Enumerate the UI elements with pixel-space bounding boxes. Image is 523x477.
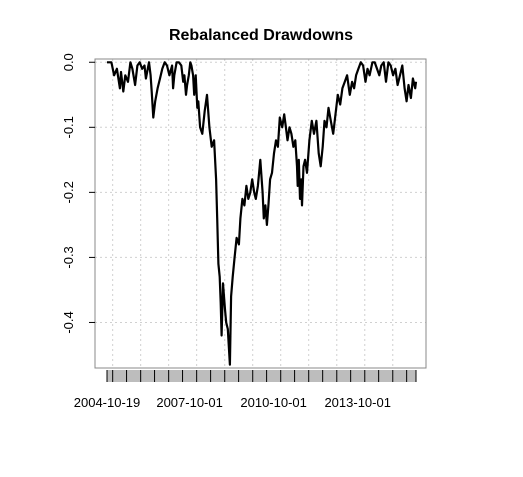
x-tick-label: 2007-10-01 bbox=[156, 395, 223, 410]
x-axis-band bbox=[107, 370, 416, 382]
axes: 0.0 -0.1 -0.2 -0.3 -0.4 2004-10-19 2007-10-01 2… bbox=[61, 53, 417, 410]
x-tick-label: 2013-10-01 bbox=[324, 395, 391, 410]
y-tick-label: -0.3 bbox=[61, 246, 76, 268]
chart-title: Rebalanced Drawdowns bbox=[169, 27, 353, 44]
series-line bbox=[107, 61, 418, 366]
plot-frame bbox=[94, 58, 427, 369]
y-tick-label: 0.0 bbox=[61, 53, 76, 71]
grid-lines bbox=[95, 59, 426, 368]
y-tick-label: -0.2 bbox=[61, 181, 76, 203]
plot-area bbox=[107, 61, 418, 366]
x-tick-label: 2004-10-19 bbox=[74, 395, 141, 410]
y-tick-label: -0.1 bbox=[61, 116, 76, 138]
x-tick-label: 2010-10-01 bbox=[240, 395, 307, 410]
y-tick-label: -0.4 bbox=[61, 311, 76, 333]
